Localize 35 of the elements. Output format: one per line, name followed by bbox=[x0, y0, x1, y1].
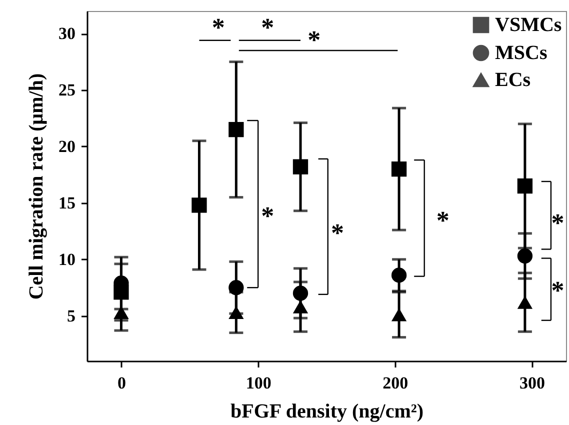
legend-label: VSMCs bbox=[495, 14, 562, 36]
annotation: * bbox=[330, 218, 344, 248]
point bbox=[517, 296, 533, 309]
y-tick-label: 5 bbox=[67, 306, 76, 326]
x-tick-label: 0 bbox=[117, 374, 126, 392]
y-tick-label: 30 bbox=[58, 24, 76, 44]
annotation: * bbox=[261, 12, 274, 42]
annotation: * bbox=[551, 208, 564, 238]
annotation: * bbox=[308, 25, 321, 54]
y-tick-label: 25 bbox=[58, 80, 76, 100]
annotation: * bbox=[212, 12, 225, 42]
annotation: * bbox=[551, 276, 564, 305]
annotation: * bbox=[436, 206, 450, 235]
x-axis-title: bFGF density (ng/cm²) bbox=[230, 400, 424, 422]
legend-label: MSCs bbox=[495, 42, 548, 64]
point bbox=[292, 300, 308, 314]
y-tick-label: 20 bbox=[58, 136, 76, 156]
point bbox=[517, 178, 533, 194]
legend-label: ECs bbox=[495, 69, 531, 91]
point bbox=[228, 122, 244, 138]
point bbox=[292, 159, 308, 174]
point bbox=[391, 161, 407, 177]
point bbox=[192, 198, 207, 213]
y-tick-label: 15 bbox=[58, 193, 76, 212]
point bbox=[292, 286, 308, 301]
y-tick-label: 10 bbox=[58, 250, 76, 269]
annotation: * bbox=[261, 201, 274, 230]
point bbox=[517, 248, 533, 264]
point bbox=[391, 268, 407, 283]
y-axis-title: Cell migration rate (μm/h) bbox=[26, 73, 48, 300]
point bbox=[228, 280, 244, 296]
x-tick-label: 200 bbox=[382, 374, 408, 392]
x-tick-label: 100 bbox=[246, 374, 272, 392]
point bbox=[391, 308, 407, 322]
x-tick-label: 300 bbox=[520, 374, 546, 392]
